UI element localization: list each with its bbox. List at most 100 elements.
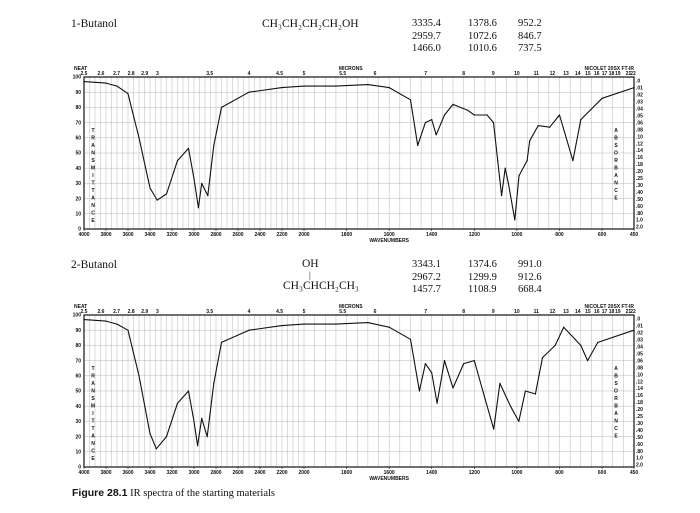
ir-chart-2: 4000 3800 3600 3400 3200 3000 2800 2600 2400 2200… xyxy=(73,304,644,482)
spectrum-point xyxy=(388,326,390,328)
spectrum-point xyxy=(105,320,107,322)
absorbance-tick-label: .05 xyxy=(636,113,643,119)
spectrum-point xyxy=(176,402,179,404)
micron-tick-label: 2.6 xyxy=(97,309,104,315)
spectrum-point xyxy=(220,106,223,108)
micron-tick-label: 2.7 xyxy=(113,309,120,315)
figure-caption: Figure 28.1 IR spectra of the starting m… xyxy=(72,487,275,499)
x-tick-label: 2600 xyxy=(232,232,243,238)
absorbance-letter: E xyxy=(614,196,618,202)
spectrum-point xyxy=(486,114,488,116)
absorbance-tick-label: .04 xyxy=(636,107,643,113)
ylabel-letter: E xyxy=(91,456,95,462)
spectrum-2-formula-bond: | xyxy=(309,270,311,280)
x-tick-label: 2600 xyxy=(232,470,243,476)
x-tick-label: 3400 xyxy=(144,232,155,238)
plot-frame xyxy=(83,76,635,230)
absorbance-tick-label: .01 xyxy=(636,86,643,92)
instrument-label: NICOLET 20SX FT-IR xyxy=(585,66,635,72)
micron-tick-label: 4.5 xyxy=(276,71,283,77)
micron-tick-label: 5.5 xyxy=(339,309,346,315)
plot-frame xyxy=(83,314,635,468)
spectrum-1-name: 1-Butanol xyxy=(71,18,117,30)
x-tick-label: 1600 xyxy=(384,232,395,238)
micron-tick-label: 8 xyxy=(462,71,465,77)
spectrum-point xyxy=(504,167,506,169)
spectrum-point xyxy=(587,360,589,362)
absorbance-letter: C xyxy=(614,426,618,432)
spectrum-2-formula: CH₃CHCH₂CH₃ xyxy=(283,280,359,292)
ylabel-letter: R xyxy=(91,136,95,142)
absorbance-letter: S xyxy=(614,381,618,387)
spectrum-point xyxy=(507,182,509,184)
micron-tick-label: 4 xyxy=(248,309,251,315)
micron-tick-label: 21 xyxy=(626,71,632,77)
micron-tick-label: 2.6 xyxy=(97,71,104,77)
absorbance-tick-label: 2.0 xyxy=(636,463,643,469)
absorbance-letter: N xyxy=(614,419,618,425)
spectrum-point xyxy=(213,144,215,146)
x-axis-label: WAVENUMBERS xyxy=(369,476,409,482)
micron-tick-label: 10 xyxy=(514,309,520,315)
micron-tick-label: 4.5 xyxy=(276,309,283,315)
y-tick-label: 40 xyxy=(75,404,81,410)
spectrum-point xyxy=(138,375,140,377)
spectrum-point xyxy=(501,195,503,197)
x-tick-label: 1000 xyxy=(511,232,522,238)
ylabel-letter: C xyxy=(91,211,95,217)
micron-tick-label: 13 xyxy=(563,71,569,77)
spectrum-point xyxy=(431,372,433,374)
spectrum-point xyxy=(201,182,203,184)
micron-tick-label: 12 xyxy=(550,71,556,77)
absorbance-tick-label: .12 xyxy=(636,379,643,385)
absorbance-tick-label: .14 xyxy=(636,386,643,392)
ylabel-letter: I xyxy=(92,411,94,417)
spectrum-point xyxy=(597,341,599,343)
spectrum-point xyxy=(303,323,305,325)
micron-tick-label: 3.5 xyxy=(206,71,213,77)
micron-tick-label: 14 xyxy=(575,71,581,77)
x-tick-label: 1400 xyxy=(426,470,437,476)
spectrum-point xyxy=(537,125,539,127)
spectrum-point xyxy=(435,134,437,136)
spectrum-point xyxy=(492,122,495,124)
y-tick-label: 90 xyxy=(75,328,81,334)
spectrum-point xyxy=(541,357,544,359)
micron-tick-label: 2.5 xyxy=(81,71,88,77)
absorbance-tick-label: .16 xyxy=(636,155,643,161)
absorbance-tick-label: 2.0 xyxy=(636,225,643,231)
micron-tick-label: 17 xyxy=(602,71,608,77)
y-tick-label: 20 xyxy=(75,196,81,202)
ylabel-letter: M xyxy=(91,404,95,410)
absorbance-tick-label: .0 xyxy=(636,317,640,323)
spectrum-1-peaks-col2: 1378.6 1072.6 1010.6 xyxy=(468,18,497,54)
spectrum-point xyxy=(206,436,208,438)
micron-tick-label: 9 xyxy=(492,309,495,315)
x-tick-label: 1000 xyxy=(511,470,522,476)
micron-tick-label: 14 xyxy=(575,309,581,315)
spectrum-point xyxy=(156,199,158,201)
micron-tick-label: 3 xyxy=(156,71,159,77)
micron-tick-label: 16 xyxy=(594,71,600,77)
absorbance-tick-label: .20 xyxy=(636,407,643,413)
spectrum-point xyxy=(572,160,574,162)
spectrum-point xyxy=(187,147,190,149)
micron-tick-label: 18 xyxy=(609,71,615,77)
spectrum-point xyxy=(367,322,369,324)
spectrum-point xyxy=(83,319,85,321)
absorbance-tick-label: .10 xyxy=(636,134,643,140)
x-tick-label: 2800 xyxy=(210,232,221,238)
spectrum-point xyxy=(418,390,420,392)
ylabel-letter: T xyxy=(91,128,94,134)
spectrum-2-name: 2-Butanol xyxy=(71,259,117,271)
micron-tick-label: 11 xyxy=(534,71,540,77)
x-tick-label: 600 xyxy=(598,232,607,238)
instrument-label: NICOLET 20SX FT-IR xyxy=(585,304,635,310)
absorbance-tick-label: 1.0 xyxy=(636,456,643,462)
ir-chart-1: 4000 3800 3600 3400 3200 3000 2800 2600 2400 2200… xyxy=(73,66,644,244)
spectrum-point xyxy=(526,160,528,162)
ylabel-letter: T xyxy=(91,426,94,432)
y-tick-label: 20 xyxy=(75,434,81,440)
x-tick-label: 800 xyxy=(555,470,564,476)
